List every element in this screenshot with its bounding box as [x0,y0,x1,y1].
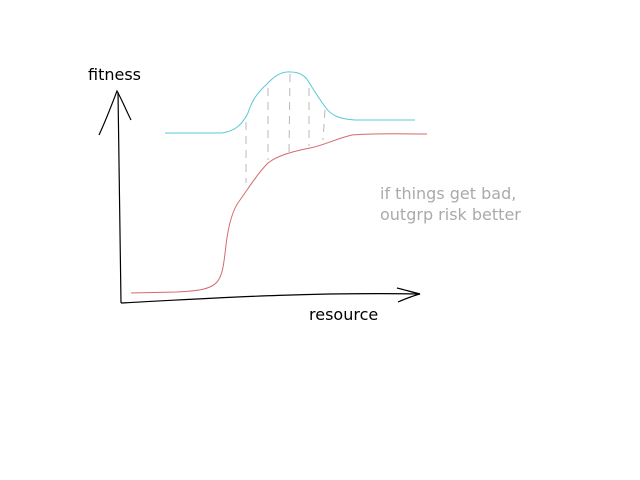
x-axis-line [120,293,421,304]
cyan-fitness-curve [165,71,415,134]
hatch-line [288,73,291,153]
red-fitness-curve [130,133,428,294]
annotation: if things get bad, outgrp risk better [380,184,521,224]
hatch-region [245,73,326,183]
annotation-line-2: outgrp risk better [380,205,521,224]
x-axis-arrowhead [396,287,421,303]
y-axis-line [117,91,122,304]
x-axis [120,287,421,304]
hatch-line [322,109,326,141]
annotation-line-1: if things get bad, [380,184,516,203]
y-axis-arrowhead [98,89,132,136]
y-axis [98,89,132,304]
x-axis-label: resource [309,305,378,324]
y-axis-label: fitness [88,65,141,84]
